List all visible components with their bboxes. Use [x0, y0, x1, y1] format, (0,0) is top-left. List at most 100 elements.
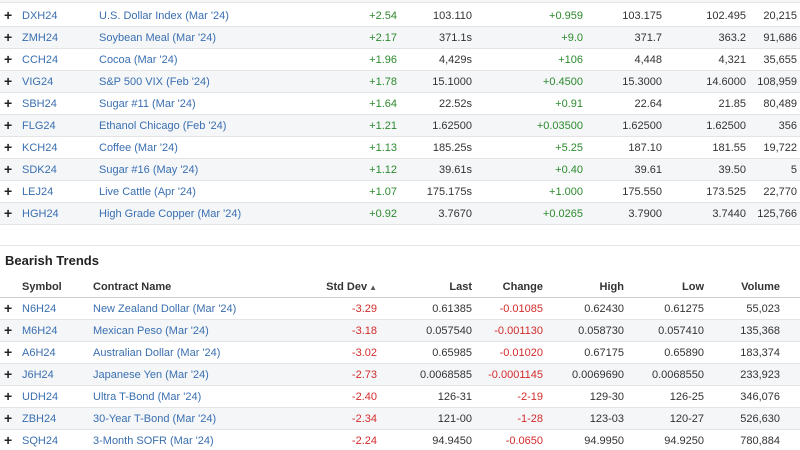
- expand-row-icon[interactable]: +: [4, 29, 13, 45]
- table-row[interactable]: + SQH24 3-Month SOFR (Mar '24) -2.24 94.9450…: [0, 430, 800, 450]
- expand-row-icon[interactable]: +: [4, 366, 13, 382]
- contract-name-column-header[interactable]: Contract Name: [93, 281, 172, 293]
- expand-row-icon[interactable]: +: [4, 410, 13, 426]
- contract-name-link[interactable]: 3-Month SOFR (Mar '24): [93, 435, 214, 447]
- table-row[interactable]: + J6H24 Japanese Yen (Mar '24) -2.73 0.00685…: [0, 364, 800, 386]
- contract-name-link[interactable]: Cocoa (Mar '24): [99, 54, 178, 66]
- symbol-link[interactable]: HGH24: [22, 208, 59, 220]
- contract-name-link[interactable]: 30-Year T-Bond (Mar '24): [93, 413, 217, 425]
- expand-row-icon[interactable]: +: [4, 73, 13, 89]
- last-column-header[interactable]: Last: [449, 281, 472, 293]
- contract-name-link[interactable]: S&P 500 VIX (Feb '24): [99, 76, 210, 88]
- last-price-value: 22.52s: [438, 98, 472, 110]
- previous-header-remnant: [0, 0, 800, 3]
- volume-value: 135,368: [740, 325, 780, 337]
- low-value: 0.057410: [658, 325, 704, 337]
- symbol-link[interactable]: N6H24: [22, 303, 57, 315]
- symbol-link[interactable]: ZMH24: [22, 32, 59, 44]
- change-value: +0.4500: [542, 76, 583, 88]
- change-value: +0.0265: [542, 208, 583, 220]
- std-dev-value: +1.21: [369, 120, 397, 132]
- contract-name-link[interactable]: Soybean Meal (Mar '24): [99, 32, 217, 44]
- table-row[interactable]: + SBH24 Sugar #11 (Mar '24) +1.64 22.52s +0.9…: [0, 93, 800, 115]
- table-row[interactable]: + UDH24 Ultra T-Bond (Mar '24) -2.40 126-31 -…: [0, 386, 800, 408]
- contract-name-link[interactable]: Ultra T-Bond (Mar '24): [93, 391, 202, 403]
- contract-name-link[interactable]: Ethanol Chicago (Feb '24): [99, 120, 227, 132]
- table-row[interactable]: + DXH24 U.S. Dollar Index (Mar '24) +2.54 10…: [0, 5, 800, 27]
- symbol-link[interactable]: CCH24: [22, 54, 59, 66]
- std-dev-value: -2.24: [351, 435, 377, 447]
- low-value: 173.525: [706, 186, 746, 198]
- contract-name-link[interactable]: U.S. Dollar Index (Mar '24): [99, 10, 229, 22]
- expand-row-icon[interactable]: +: [4, 344, 13, 360]
- high-value: 123-03: [589, 413, 624, 425]
- std-dev-value: -2.73: [351, 369, 377, 381]
- volume-value: 5: [790, 164, 797, 176]
- high-column-header[interactable]: High: [599, 281, 624, 293]
- symbol-link[interactable]: KCH24: [22, 142, 58, 154]
- last-price-value: 3.7670: [438, 208, 472, 220]
- symbol-link[interactable]: LEJ24: [22, 186, 54, 198]
- expand-row-icon[interactable]: +: [4, 139, 13, 155]
- symbol-link[interactable]: M6H24: [22, 325, 58, 337]
- change-column-header[interactable]: Change: [502, 281, 543, 293]
- table-row[interactable]: + N6H24 New Zealand Dollar (Mar '24) -3.29 0…: [0, 298, 800, 320]
- contract-name-link[interactable]: High Grade Copper (Mar '24): [99, 208, 242, 220]
- volume-value: 780,884: [740, 435, 780, 447]
- contract-name-link[interactable]: Sugar #16 (May '24): [99, 164, 199, 176]
- table-row[interactable]: + VIG24 S&P 500 VIX (Feb '24) +1.78 15.1000 +…: [0, 71, 800, 93]
- symbol-link[interactable]: UDH24: [22, 391, 59, 403]
- section-divider: [0, 245, 800, 246]
- table-row[interactable]: + M6H24 Mexican Peso (Mar '24) -3.18 0.05754…: [0, 320, 800, 342]
- last-price-value: 175.175s: [426, 186, 472, 198]
- symbol-link[interactable]: A6H24: [22, 347, 56, 359]
- low-column-header[interactable]: Low: [682, 281, 704, 293]
- contract-name-link[interactable]: Australian Dollar (Mar '24): [93, 347, 221, 359]
- expand-row-icon[interactable]: +: [4, 322, 13, 338]
- high-value: 187.10: [628, 142, 662, 154]
- symbol-link[interactable]: DXH24: [22, 10, 58, 22]
- table-row[interactable]: + ZBH24 30-Year T-Bond (Mar '24) -2.34 121-0…: [0, 408, 800, 430]
- symbol-link[interactable]: J6H24: [22, 369, 54, 381]
- contract-name-link[interactable]: Coffee (Mar '24): [99, 142, 178, 154]
- std-dev-column-header[interactable]: Std Dev ▲: [300, 276, 377, 298]
- table-row[interactable]: + LEJ24 Live Cattle (Apr '24) +1.07 175.175s…: [0, 181, 800, 203]
- expand-row-icon[interactable]: +: [4, 7, 13, 23]
- contract-name-link[interactable]: Sugar #11 (Mar '24): [99, 98, 196, 110]
- expand-row-icon[interactable]: +: [4, 95, 13, 111]
- high-value: 0.62430: [584, 303, 624, 315]
- contract-name-link[interactable]: New Zealand Dollar (Mar '24): [93, 303, 237, 315]
- sort-ascending-icon: ▲: [369, 283, 377, 292]
- change-value: +1.000: [549, 186, 583, 198]
- std-dev-value: +1.96: [369, 54, 397, 66]
- table-row[interactable]: + HGH24 High Grade Copper (Mar '24) +0.92 3.…: [0, 203, 800, 225]
- volume-value: 55,023: [746, 303, 780, 315]
- expand-row-icon[interactable]: +: [4, 300, 13, 316]
- contract-name-link[interactable]: Mexican Peso (Mar '24): [93, 325, 209, 337]
- table-row[interactable]: + FLG24 Ethanol Chicago (Feb '24) +1.21 1.62…: [0, 115, 800, 137]
- symbol-link[interactable]: FLG24: [22, 120, 56, 132]
- symbol-link[interactable]: VIG24: [22, 76, 54, 88]
- table-row[interactable]: + KCH24 Coffee (Mar '24) +1.13 185.25s +5.25 1…: [0, 137, 800, 159]
- contract-name-link[interactable]: Japanese Yen (Mar '24): [93, 369, 209, 381]
- expand-row-icon[interactable]: +: [4, 183, 13, 199]
- expand-row-icon[interactable]: +: [4, 51, 13, 67]
- table-row[interactable]: + SDK24 Sugar #16 (May '24) +1.12 39.61s +0.4…: [0, 159, 800, 181]
- table-row[interactable]: + A6H24 Australian Dollar (Mar '24) -3.02 0.…: [0, 342, 800, 364]
- symbol-link[interactable]: SDK24: [22, 164, 57, 176]
- high-value: 129-30: [589, 391, 624, 403]
- table-row[interactable]: + CCH24 Cocoa (Mar '24) +1.96 4,429s +106 4,44…: [0, 49, 800, 71]
- expand-row-icon[interactable]: +: [4, 388, 13, 404]
- table-row[interactable]: + ZMH24 Soybean Meal (Mar '24) +2.17 371.1s +…: [0, 27, 800, 49]
- volume-column-header[interactable]: Volume: [741, 281, 780, 293]
- high-value: 0.67175: [584, 347, 624, 359]
- symbol-link[interactable]: SBH24: [22, 98, 57, 110]
- symbol-column-header[interactable]: Symbol: [22, 281, 62, 293]
- expand-row-icon[interactable]: +: [4, 161, 13, 177]
- contract-name-link[interactable]: Live Cattle (Apr '24): [99, 186, 196, 198]
- symbol-link[interactable]: ZBH24: [22, 413, 57, 425]
- expand-row-icon[interactable]: +: [4, 205, 13, 221]
- expand-row-icon[interactable]: +: [4, 432, 13, 448]
- expand-row-icon[interactable]: +: [4, 117, 13, 133]
- symbol-link[interactable]: SQH24: [22, 435, 59, 447]
